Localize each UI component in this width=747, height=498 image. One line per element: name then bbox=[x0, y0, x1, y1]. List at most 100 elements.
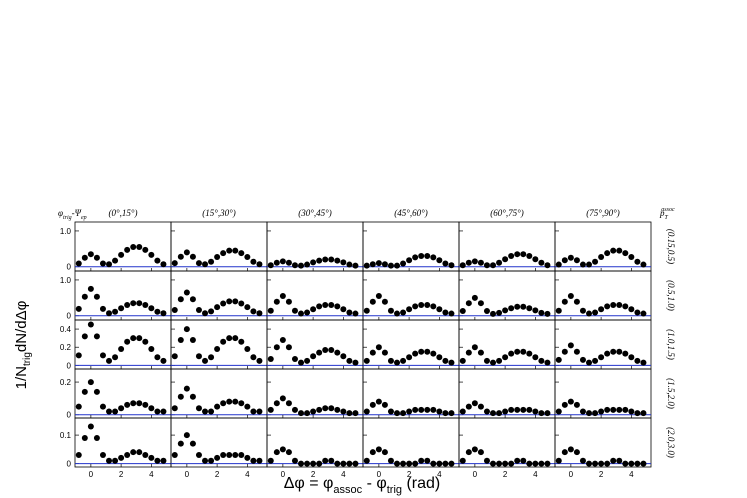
data-point bbox=[526, 350, 533, 357]
data-point bbox=[555, 307, 562, 314]
data-point bbox=[273, 344, 280, 351]
data-point bbox=[93, 434, 100, 441]
data-point bbox=[496, 259, 503, 266]
data-point bbox=[99, 305, 106, 312]
data-point bbox=[244, 346, 251, 353]
data-point bbox=[412, 460, 419, 467]
data-point bbox=[124, 338, 131, 345]
data-point bbox=[226, 398, 233, 405]
data-point bbox=[369, 349, 376, 356]
data-point bbox=[436, 306, 443, 313]
x-tick-label: 2 bbox=[599, 470, 604, 479]
panel-frame bbox=[458, 417, 556, 468]
data-point bbox=[532, 460, 539, 467]
data-point bbox=[418, 301, 425, 308]
data-point bbox=[477, 449, 484, 456]
data-point bbox=[171, 306, 178, 313]
data-point bbox=[189, 336, 196, 343]
data-point bbox=[573, 257, 580, 264]
data-point bbox=[154, 408, 161, 415]
data-point bbox=[424, 252, 431, 259]
panel-frame bbox=[74, 221, 172, 272]
data-point bbox=[400, 309, 407, 316]
data-point bbox=[412, 254, 419, 261]
data-point bbox=[136, 449, 143, 456]
row-label: (2.0,3.0) bbox=[666, 427, 676, 458]
data-point bbox=[81, 254, 88, 261]
data-point bbox=[322, 405, 329, 412]
data-point bbox=[526, 305, 533, 312]
data-point bbox=[616, 406, 623, 413]
data-point bbox=[310, 306, 317, 313]
x-tick-label: 0 bbox=[473, 470, 478, 479]
data-point bbox=[508, 460, 515, 467]
data-point bbox=[465, 349, 472, 356]
data-point bbox=[634, 309, 641, 316]
data-point bbox=[189, 296, 196, 303]
data-point bbox=[442, 410, 449, 417]
data-point bbox=[75, 403, 82, 410]
data-point bbox=[442, 309, 449, 316]
data-point bbox=[496, 410, 503, 417]
data-point bbox=[375, 344, 382, 351]
data-point bbox=[592, 460, 599, 467]
data-point bbox=[604, 303, 611, 310]
data-point bbox=[202, 408, 209, 415]
data-point bbox=[340, 408, 347, 415]
data-point bbox=[381, 261, 388, 268]
x-tick-label: 4 bbox=[149, 470, 154, 479]
data-point bbox=[477, 259, 484, 266]
data-point bbox=[220, 300, 227, 307]
data-point bbox=[195, 353, 202, 360]
data-point bbox=[375, 446, 382, 453]
data-point bbox=[628, 254, 635, 261]
data-point bbox=[334, 460, 341, 467]
data-point bbox=[555, 356, 562, 363]
data-point bbox=[87, 285, 94, 292]
x-tick-label: 2 bbox=[503, 470, 508, 479]
data-point bbox=[244, 454, 251, 461]
data-point bbox=[400, 357, 407, 364]
data-point bbox=[328, 346, 335, 353]
data-point bbox=[394, 262, 401, 269]
data-point bbox=[322, 256, 329, 263]
data-point bbox=[418, 348, 425, 355]
data-point bbox=[579, 261, 586, 268]
data-point bbox=[304, 357, 311, 364]
data-point bbox=[232, 335, 239, 342]
data-point bbox=[298, 310, 305, 317]
data-point bbox=[189, 253, 196, 260]
data-point bbox=[567, 446, 574, 453]
data-point bbox=[160, 261, 167, 268]
data-point bbox=[622, 460, 629, 467]
data-point bbox=[387, 408, 394, 415]
data-point bbox=[628, 306, 635, 313]
data-point bbox=[555, 261, 562, 268]
data-point bbox=[256, 310, 263, 317]
data-point bbox=[628, 460, 635, 467]
data-point bbox=[610, 348, 617, 355]
data-point bbox=[310, 259, 317, 266]
data-point bbox=[526, 252, 533, 259]
data-point bbox=[238, 452, 245, 459]
data-point bbox=[436, 257, 443, 264]
data-point bbox=[334, 257, 341, 264]
data-point bbox=[250, 408, 257, 415]
data-point bbox=[322, 457, 329, 464]
data-point bbox=[93, 388, 100, 395]
data-point bbox=[483, 262, 490, 269]
data-point bbox=[93, 254, 100, 261]
data-point bbox=[244, 403, 251, 410]
data-point bbox=[352, 310, 359, 317]
data-point bbox=[538, 357, 545, 364]
data-point bbox=[579, 457, 586, 464]
data-point bbox=[279, 336, 286, 343]
data-point bbox=[459, 357, 466, 364]
data-point bbox=[604, 350, 611, 357]
data-point bbox=[328, 256, 335, 263]
data-point bbox=[442, 260, 449, 267]
data-point bbox=[226, 335, 233, 342]
data-point bbox=[124, 452, 131, 459]
data-point bbox=[250, 258, 257, 265]
data-point bbox=[171, 452, 178, 459]
